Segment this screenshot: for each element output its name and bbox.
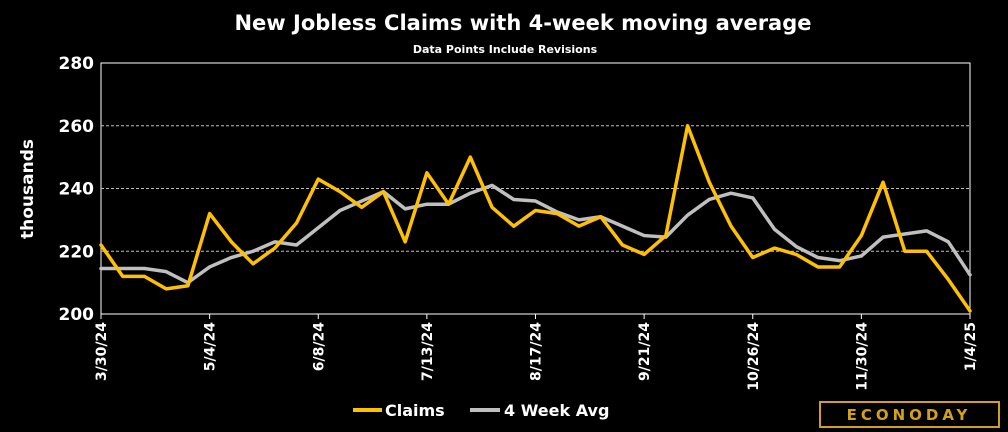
logo-frame	[819, 401, 1000, 428]
x-tick-label: 1/4/25	[963, 322, 979, 371]
plot-area: 200 220 240 260 280 3/30/24 5/4/24 6/8/24 7/13/…	[59, 54, 980, 391]
econoday-logo: ECONODAY	[819, 401, 1000, 428]
y-tick-label: 280	[59, 54, 95, 74]
x-tick-label: 9/21/24	[637, 322, 653, 381]
legend: Claims 4 Week Avg	[353, 401, 609, 420]
x-tick-label: 3/30/24	[94, 322, 110, 381]
x-tick-label: 6/8/24	[311, 322, 327, 371]
series-lines	[99, 124, 972, 313]
y-tick-label: 260	[59, 117, 95, 137]
y-tick-label: 220	[59, 242, 95, 262]
chart-title: New Jobless Claims with 4-week moving av…	[234, 11, 811, 35]
x-tick-label: 5/4/24	[203, 322, 219, 371]
legend-label-claims: Claims	[385, 401, 445, 420]
series-line-claims	[99, 124, 972, 313]
chart-subtitle: Data Points Include Revisions	[413, 43, 598, 56]
x-tick-label: 7/13/24	[420, 322, 436, 381]
series-line-4-week-avg	[99, 183, 972, 285]
y-axis-label: thousands	[18, 139, 38, 239]
x-tick-labels: 3/30/24 5/4/24 6/8/24 7/13/24 8/17/24 9/21/24…	[94, 314, 979, 391]
x-tick-label: 10/26/24	[746, 322, 762, 391]
y-tick-label: 200	[59, 305, 95, 325]
x-tick-label: 8/17/24	[529, 322, 545, 381]
y-tick-label: 240	[59, 180, 95, 200]
y-tick-labels: 200 220 240 260 280	[59, 54, 95, 325]
logo-text: ECONODAY	[847, 406, 972, 424]
grid-lines	[101, 125, 970, 252]
x-tick-label: 11/30/24	[854, 322, 870, 391]
legend-label-4-week-avg: 4 Week Avg	[504, 401, 609, 420]
